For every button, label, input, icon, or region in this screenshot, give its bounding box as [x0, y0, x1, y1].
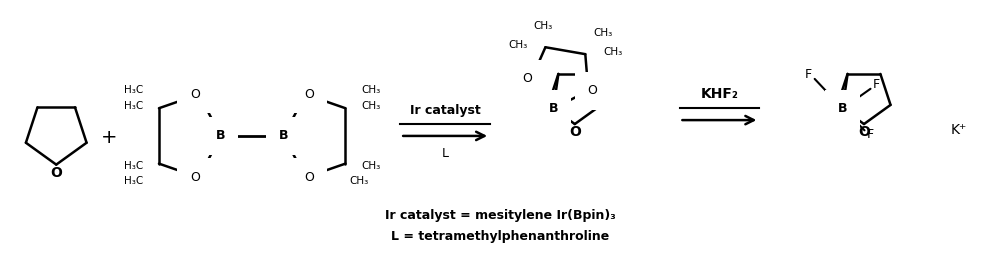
Text: Ir catalyst = mesitylene Ir(Bpin)₃: Ir catalyst = mesitylene Ir(Bpin)₃ [385, 208, 615, 222]
Text: O: O [305, 171, 314, 184]
Text: CH₃: CH₃ [361, 85, 381, 95]
Text: KHF₂: KHF₂ [700, 87, 738, 101]
Text: CH₃: CH₃ [361, 101, 381, 111]
Text: F: F [805, 68, 812, 82]
Text: CH₃: CH₃ [361, 160, 381, 171]
Text: CH₃: CH₃ [349, 176, 369, 187]
Text: O: O [569, 125, 581, 139]
Text: O: O [523, 72, 532, 85]
Text: K⁺: K⁺ [951, 123, 967, 137]
Text: +: + [101, 128, 117, 147]
Text: H₃C: H₃C [124, 101, 143, 111]
Text: H₃C: H₃C [124, 85, 143, 95]
Text: H₃C: H₃C [124, 176, 143, 187]
Text: B: B [838, 102, 847, 115]
Text: B: B [216, 130, 226, 142]
Text: L = tetramethylphenanthroline: L = tetramethylphenanthroline [391, 230, 609, 243]
Text: B: B [279, 130, 288, 142]
Text: O: O [50, 166, 62, 180]
Text: CH₃: CH₃ [508, 40, 527, 50]
Text: O: O [190, 88, 200, 101]
Text: CH₃: CH₃ [534, 21, 553, 31]
Text: O: O [858, 125, 870, 139]
Text: B: B [549, 102, 558, 115]
Text: O: O [587, 84, 597, 97]
Text: F: F [873, 78, 880, 91]
Text: Ir catalyst: Ir catalyst [410, 104, 481, 117]
Text: H₃C: H₃C [124, 160, 143, 171]
Text: O: O [190, 171, 200, 184]
Text: CH₃: CH₃ [593, 28, 613, 38]
Text: L: L [442, 147, 449, 160]
Text: O: O [305, 88, 314, 101]
Text: CH₃: CH₃ [603, 47, 623, 57]
Text: F: F [867, 128, 874, 141]
